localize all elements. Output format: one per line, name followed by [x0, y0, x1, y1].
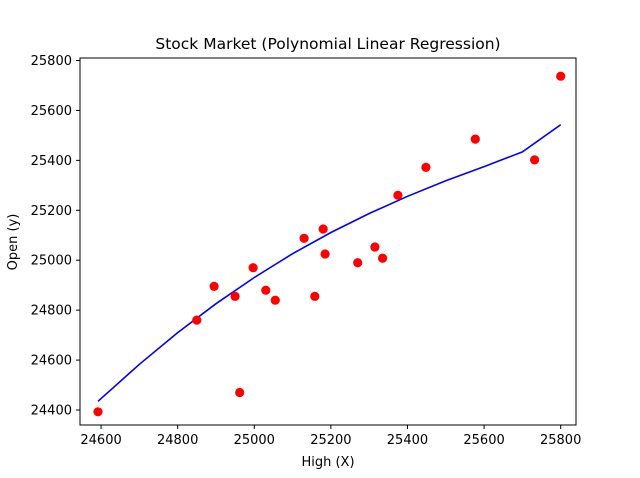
data-point — [318, 224, 328, 234]
data-point — [378, 253, 388, 263]
y-tick-label: 25000 — [31, 254, 72, 269]
data-point — [370, 242, 380, 252]
y-tick-label: 25400 — [31, 154, 72, 169]
x-tick-label: 25400 — [387, 433, 428, 448]
y-tick-label: 25800 — [31, 54, 72, 69]
data-point — [248, 263, 258, 273]
data-point — [310, 291, 320, 301]
y-axis-ticks: 24400 24600 24800 25000 25200 25400 25600 25800 — [31, 54, 80, 419]
data-point — [421, 162, 431, 172]
x-tick-label: 25000 — [234, 433, 275, 448]
chart-title: Stock Market (Polynomial Linear Regressi… — [155, 35, 500, 53]
data-point — [470, 134, 480, 144]
x-tick-label: 25800 — [540, 433, 581, 448]
data-point — [353, 258, 363, 268]
data-point — [230, 291, 240, 301]
data-point — [299, 233, 309, 243]
x-tick-label: 25200 — [310, 433, 351, 448]
data-point — [93, 407, 103, 417]
data-point — [235, 387, 245, 398]
plot-area — [93, 71, 566, 417]
x-tick-label: 25600 — [463, 433, 504, 448]
plot-frame — [79, 57, 577, 426]
regression-line — [97, 124, 562, 402]
x-axis-label: High (X) — [301, 455, 354, 470]
y-tick-label: 25200 — [31, 204, 72, 219]
data-point — [192, 315, 202, 325]
x-tick-label: 24600 — [80, 433, 121, 448]
y-tick-label: 25600 — [31, 104, 72, 119]
data-point — [556, 71, 566, 81]
y-tick-label: 24800 — [31, 304, 72, 319]
y-axis-label: Open (y) — [6, 214, 21, 271]
data-point — [530, 155, 540, 165]
x-axis-ticks: 24600 24800 25000 25200 25400 25600 25800 — [80, 425, 581, 448]
data-point — [209, 281, 219, 291]
data-point — [320, 249, 330, 259]
data-point — [261, 285, 271, 295]
data-point — [393, 190, 403, 200]
x-tick-label: 24800 — [157, 433, 198, 448]
y-tick-label: 24600 — [31, 354, 72, 369]
data-point — [270, 295, 280, 305]
y-tick-label: 24400 — [31, 404, 72, 419]
